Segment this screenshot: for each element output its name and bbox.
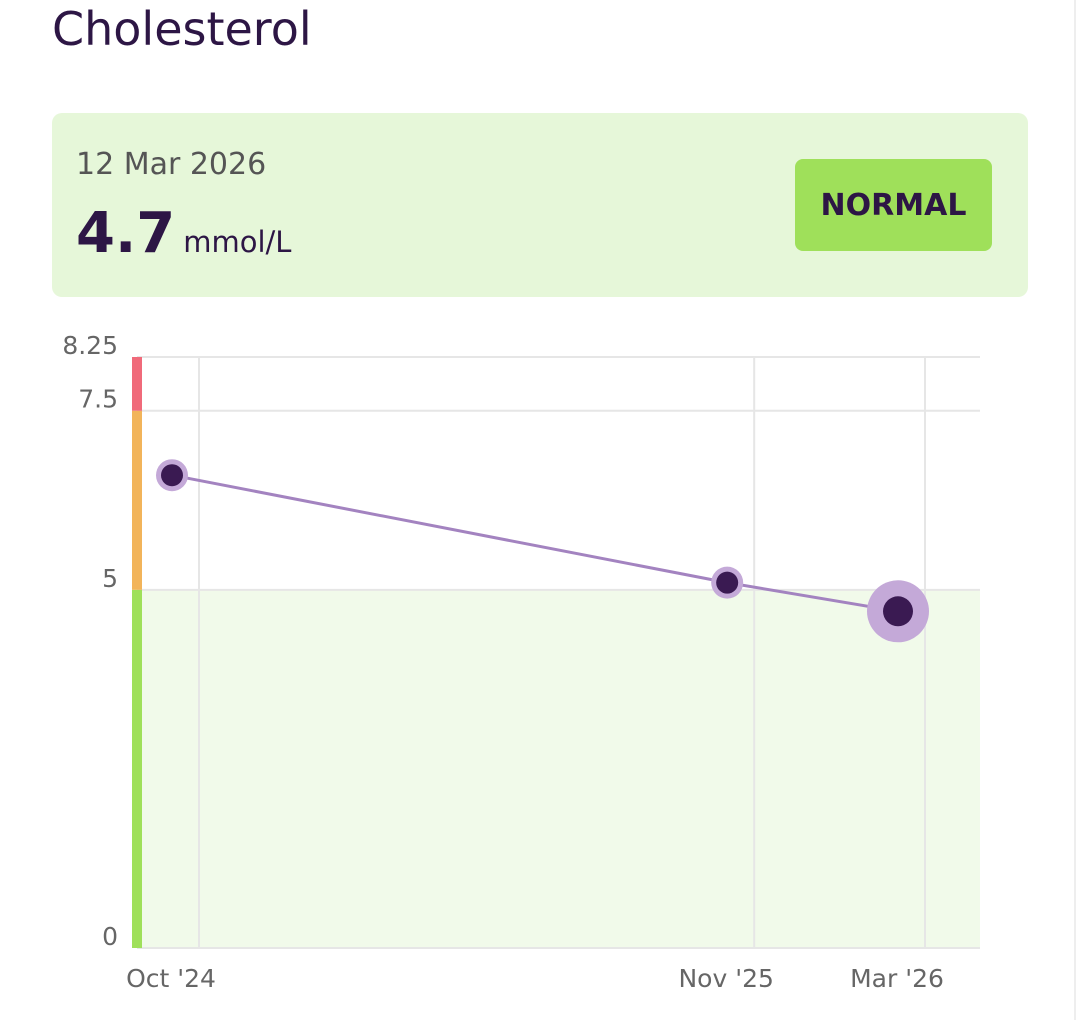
range-bar: [132, 410, 142, 590]
latest-card: 12 Mar 2026 4.7 mmol/L NORMAL: [52, 113, 1028, 297]
point-dot: [883, 596, 913, 627]
latest-date: 12 Mar 2026: [76, 147, 267, 182]
point-dot: [161, 464, 183, 487]
title: Cholesterol: [52, 2, 312, 56]
y-tick-label: 8.25: [62, 331, 118, 360]
latest-unit: mmol/L: [183, 225, 292, 259]
point-dot: [716, 571, 739, 594]
normal-zone: [137, 589, 980, 948]
latest-value: 4.7: [76, 201, 176, 266]
status-badge: NORMAL: [795, 159, 992, 251]
y-tick-label: 0: [102, 922, 118, 951]
y-tick-label: 5: [102, 564, 118, 593]
x-tick-label: Mar '26: [850, 964, 944, 993]
data-point: [711, 566, 744, 599]
range-bar: [132, 357, 142, 411]
x-tick-label: Oct '24: [126, 964, 216, 993]
edge: [1074, 0, 1076, 1020]
data-point: [867, 580, 929, 643]
chart: 0 5 7.5 8.25 Oct '24 Nov '25 Mar '26: [62, 331, 980, 993]
y-tick-label: 7.5: [78, 385, 118, 414]
x-tick-label: Nov '25: [678, 964, 773, 993]
data-point: [156, 459, 188, 492]
latest-reading: 4.7 mmol/L: [76, 201, 291, 266]
range-bar: [132, 589, 142, 948]
